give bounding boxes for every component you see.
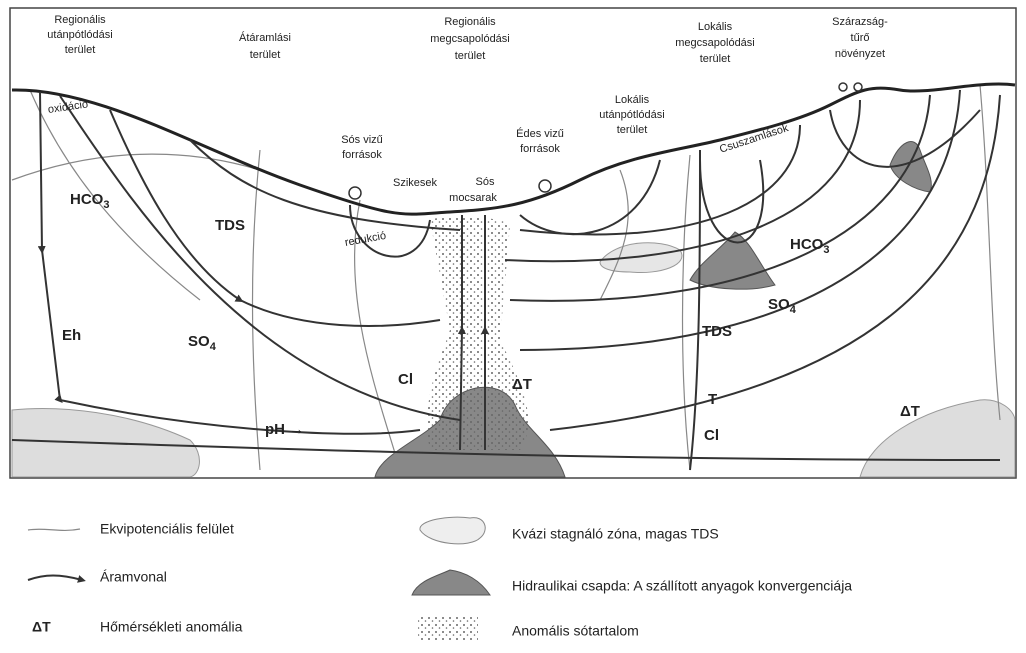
- label: Édes vizű források: [516, 127, 564, 155]
- line: utánpótlódási: [47, 29, 112, 41]
- flow-lines: [11, 89, 1001, 471]
- symbol: HCO: [790, 236, 824, 253]
- chemistry-label: SO4: [188, 333, 217, 353]
- line: terület: [455, 50, 486, 62]
- frame: [9, 7, 1017, 479]
- subscript: 3: [103, 199, 109, 211]
- top-labels: Regionális utánpótlódási terület Átáramlás…: [47, 14, 888, 65]
- chemistry-label: SO4: [768, 296, 797, 316]
- line: megcsapolódási: [430, 33, 510, 45]
- label: Sós mocsarak: [449, 176, 497, 204]
- subscript: 4: [210, 341, 217, 353]
- line: redukció: [344, 230, 387, 249]
- line: mocsarak: [449, 192, 497, 204]
- symbol: SO: [188, 333, 210, 350]
- label: Sós vizű források: [341, 134, 383, 161]
- label: Lokális megcsapolódási terület: [675, 21, 755, 65]
- ground-surface: [11, 82, 1016, 216]
- chemistry-label: T: [708, 391, 717, 408]
- symbol: SO: [768, 296, 790, 313]
- symbol: Cl: [398, 371, 413, 388]
- line: terület: [65, 44, 96, 56]
- chemistry-label: HCO3: [70, 191, 109, 211]
- line: oxidáció: [47, 98, 89, 116]
- label: redukció: [344, 230, 387, 249]
- legend-label: Anomális sótartalom: [512, 623, 639, 639]
- zones: [11, 141, 1016, 478]
- symbol: ΔT: [900, 403, 920, 420]
- chemistry-label: Cl: [398, 371, 413, 388]
- line: utánpótlódási: [599, 109, 664, 121]
- chemistry-label: Eh: [62, 327, 81, 344]
- legend: Ekvipotenciális felület Áramvonal ΔT Hőm…: [27, 516, 852, 640]
- line: források: [342, 149, 382, 161]
- symbol: pH →: [265, 421, 304, 438]
- label: oxidáció: [47, 98, 89, 116]
- line: Szikesek: [393, 177, 438, 189]
- chemistry-label: pH →: [265, 421, 304, 438]
- label: Szikesek: [393, 177, 438, 189]
- line: Lokális: [615, 94, 650, 106]
- label: Átáramlási terület: [239, 31, 291, 61]
- legend-flow: [27, 574, 86, 583]
- line: Édes vizű: [516, 127, 564, 140]
- line: megcsapolódási: [675, 37, 755, 49]
- line: terület: [250, 49, 281, 61]
- line: források: [520, 143, 560, 155]
- label: Regionális megcsapolódási terület: [430, 16, 510, 62]
- line: Regionális: [444, 16, 496, 28]
- legend-label: Kvázi stagnáló zóna, magas TDS: [512, 526, 719, 542]
- label: Szárazság-tűrő növényzet: [832, 16, 888, 60]
- line: Lokális: [698, 21, 733, 33]
- line: növényzet: [835, 48, 885, 60]
- symbol: TDS: [702, 323, 732, 340]
- legend-salt: [418, 615, 478, 640]
- legend-label: Áramvonal: [100, 569, 167, 585]
- symbols: [348, 82, 863, 200]
- chemistry-label: TDS: [215, 217, 245, 234]
- line: terület: [700, 53, 731, 65]
- legend-trap: [411, 569, 491, 596]
- chemistry-label: HCO3: [790, 236, 829, 256]
- chemistry-label: ΔT: [900, 403, 920, 420]
- label: Lokális utánpótlódási terület: [599, 94, 664, 136]
- line: Szárazság-: [832, 16, 888, 28]
- legend-label: Ekvipotenciális felület: [100, 521, 234, 537]
- legend-label: Hidraulikai csapda: A szállított anyagok…: [512, 578, 852, 594]
- symbol: ΔT: [512, 376, 532, 393]
- line: terület: [617, 124, 648, 136]
- subscript: 3: [823, 244, 829, 256]
- annotations: Lokális utánpótlódási terület Csuszamlások…: [47, 94, 790, 249]
- symbol: TDS: [215, 217, 245, 234]
- symbol: Cl: [704, 427, 719, 444]
- symbol: T: [708, 391, 717, 408]
- line: Átáramlási: [239, 31, 291, 44]
- legend-label: Hőmérsékleti anomália: [100, 619, 243, 635]
- label: Regionális utánpótlódási terület: [47, 14, 112, 56]
- line: Sós vizű: [341, 134, 383, 146]
- line: Sós: [476, 176, 495, 188]
- legend-equipotential: [27, 528, 81, 532]
- symbol: Eh: [62, 327, 81, 344]
- line: tűrő: [851, 32, 870, 44]
- chemistry-label: ΔT: [512, 376, 532, 393]
- subscript: 4: [790, 304, 797, 316]
- legend-stagnant: [419, 516, 486, 545]
- line: Regionális: [54, 14, 106, 26]
- chemistry-label: TDS: [702, 323, 732, 340]
- symbol: HCO: [70, 191, 104, 208]
- chemistry-label: Cl: [704, 427, 719, 444]
- legend-symbol: ΔT: [32, 619, 51, 635]
